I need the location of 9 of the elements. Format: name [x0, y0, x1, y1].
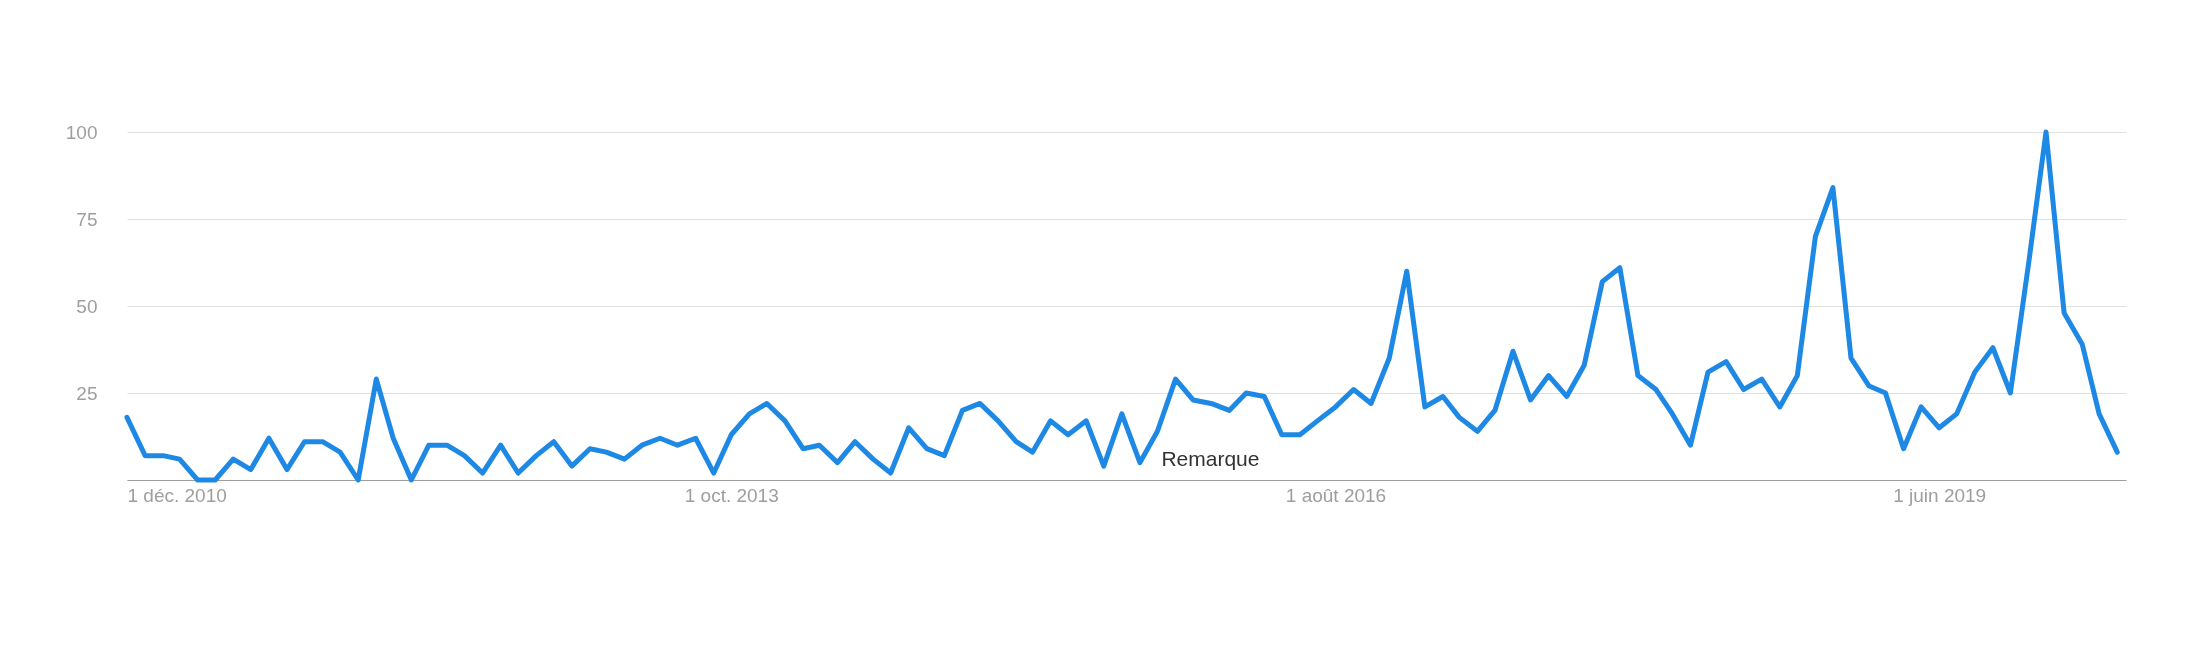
- x-tick-label: 1 juin 2019: [1893, 484, 1987, 506]
- x-tick-label: 1 oct. 2013: [684, 484, 779, 506]
- y-tick-label: 50: [76, 295, 98, 317]
- y-tick-label: 25: [76, 382, 98, 404]
- annotation: Remarque: [1161, 447, 1260, 470]
- y-tick-label: 100: [65, 121, 98, 143]
- x-tick-label: 1 août 2016: [1285, 484, 1387, 506]
- y-tick-label: 75: [76, 208, 98, 230]
- x-tick-label: 1 déc. 2010: [127, 484, 227, 506]
